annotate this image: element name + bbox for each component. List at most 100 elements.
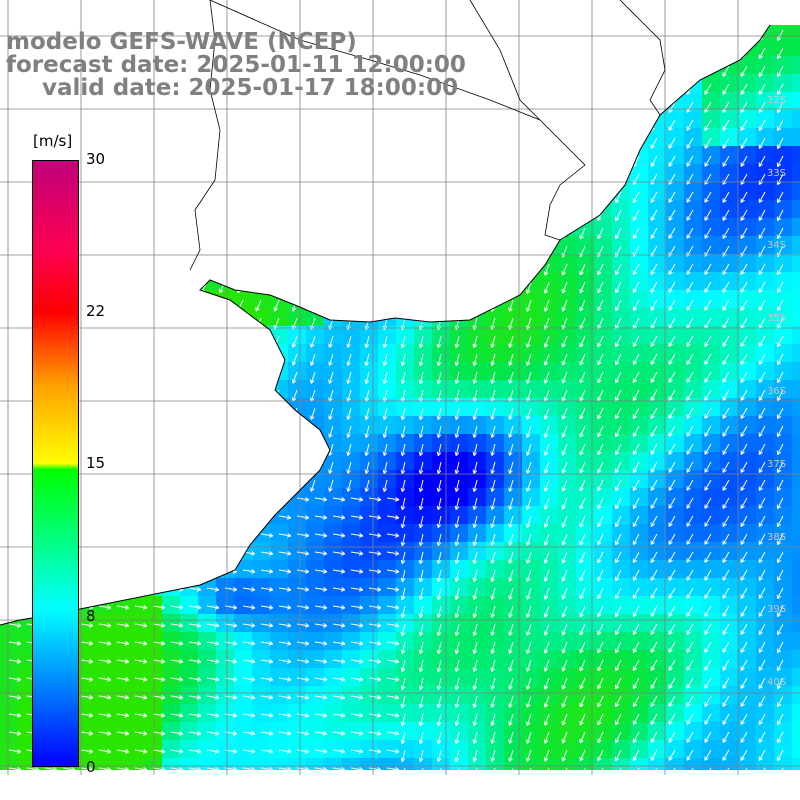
wind-cell <box>486 488 504 506</box>
wind-cell <box>756 614 774 632</box>
wind-vector <box>632 605 640 618</box>
wind-vector <box>242 695 256 700</box>
wind-cell <box>504 506 522 524</box>
wind-vector <box>776 623 784 636</box>
wind-vector <box>758 533 766 545</box>
wind-cell <box>144 686 162 704</box>
wind-vector <box>400 461 406 475</box>
wind-vector <box>206 605 220 610</box>
wind-vector <box>386 569 400 574</box>
wind-vector <box>758 587 766 599</box>
wind-vector <box>170 731 184 736</box>
wind-vector <box>704 461 712 473</box>
wind-cell <box>792 740 800 758</box>
wind-cell <box>414 416 432 434</box>
wind-vector <box>490 443 496 456</box>
wind-vector <box>400 677 406 691</box>
wind-vector <box>650 209 658 221</box>
wind-cell <box>702 542 720 560</box>
wind-vector <box>722 641 730 653</box>
wind-vector <box>472 569 478 582</box>
wind-cell <box>288 362 306 380</box>
wind-cell <box>720 758 738 770</box>
wind-cell <box>666 488 684 506</box>
wind-cell <box>126 704 144 722</box>
wind-vector <box>561 515 568 528</box>
wind-cell <box>720 308 738 326</box>
wind-vector <box>454 569 460 582</box>
wind-cell <box>198 614 216 632</box>
wind-cell <box>756 200 774 218</box>
wind-cell <box>468 488 486 506</box>
wind-vector <box>632 749 640 762</box>
wind-cell <box>396 362 414 380</box>
wind-cell <box>792 146 800 164</box>
wind-cell <box>684 254 702 272</box>
wind-vector <box>740 461 748 473</box>
wind-cell <box>738 272 756 290</box>
wind-cell <box>738 524 756 542</box>
wind-cell <box>702 380 720 398</box>
wind-vector <box>668 353 676 365</box>
wind-vector <box>8 767 22 770</box>
wind-vector <box>704 299 712 311</box>
wind-vector <box>278 767 292 770</box>
wind-vector <box>758 335 766 347</box>
wind-vector <box>278 515 292 520</box>
wind-cell <box>504 524 522 542</box>
wind-cell <box>198 686 216 704</box>
wind-vector <box>597 335 604 348</box>
wind-cell <box>378 668 396 686</box>
wind-vector <box>543 677 550 690</box>
wind-cell <box>324 398 342 416</box>
wind-vector <box>490 641 496 654</box>
wind-vector <box>614 425 622 438</box>
wind-vector <box>776 407 784 420</box>
wind-vector <box>454 425 460 438</box>
wind-cell <box>180 596 198 614</box>
wind-cell <box>540 596 558 614</box>
wind-vector <box>309 353 316 366</box>
lat-label-37s: 37S <box>767 459 787 470</box>
wind-cell <box>558 506 576 524</box>
wind-vector <box>615 767 622 770</box>
wind-vector <box>98 713 112 718</box>
wind-vector <box>400 623 406 637</box>
wind-vector <box>758 677 766 689</box>
wind-cell <box>0 632 18 650</box>
wind-cell <box>738 452 756 470</box>
wind-cell <box>216 650 234 668</box>
wind-vector <box>350 605 364 610</box>
wind-cell <box>270 308 288 326</box>
wind-cell <box>378 704 396 722</box>
wind-vector <box>597 371 604 384</box>
wind-cell <box>288 614 306 632</box>
wind-cell <box>792 25 800 38</box>
wind-vector <box>508 497 514 510</box>
wind-cell <box>648 488 666 506</box>
wind-cell <box>396 488 414 506</box>
wind-cell <box>612 254 630 272</box>
wind-vector <box>632 695 640 708</box>
wind-vector <box>650 695 658 707</box>
wind-vector <box>668 713 676 725</box>
wind-vector <box>758 209 766 221</box>
wind-cell <box>774 25 792 38</box>
wind-vector <box>436 605 442 619</box>
wind-vector <box>704 551 712 563</box>
wind-vector <box>296 605 310 610</box>
wind-cell <box>576 704 594 722</box>
wind-vector <box>368 731 382 736</box>
wind-cell <box>540 704 558 722</box>
wind-cell <box>756 686 774 704</box>
wind-cell <box>450 632 468 650</box>
colorbar-tick-30: 30 <box>86 150 106 168</box>
wind-vector <box>579 533 586 546</box>
wind-cell <box>360 560 378 578</box>
wind-vector <box>686 749 694 761</box>
wind-vector <box>454 623 460 636</box>
wind-cell <box>216 614 234 632</box>
wind-vector <box>561 695 568 708</box>
wind-cell <box>702 164 720 182</box>
wind-cell <box>630 722 648 740</box>
